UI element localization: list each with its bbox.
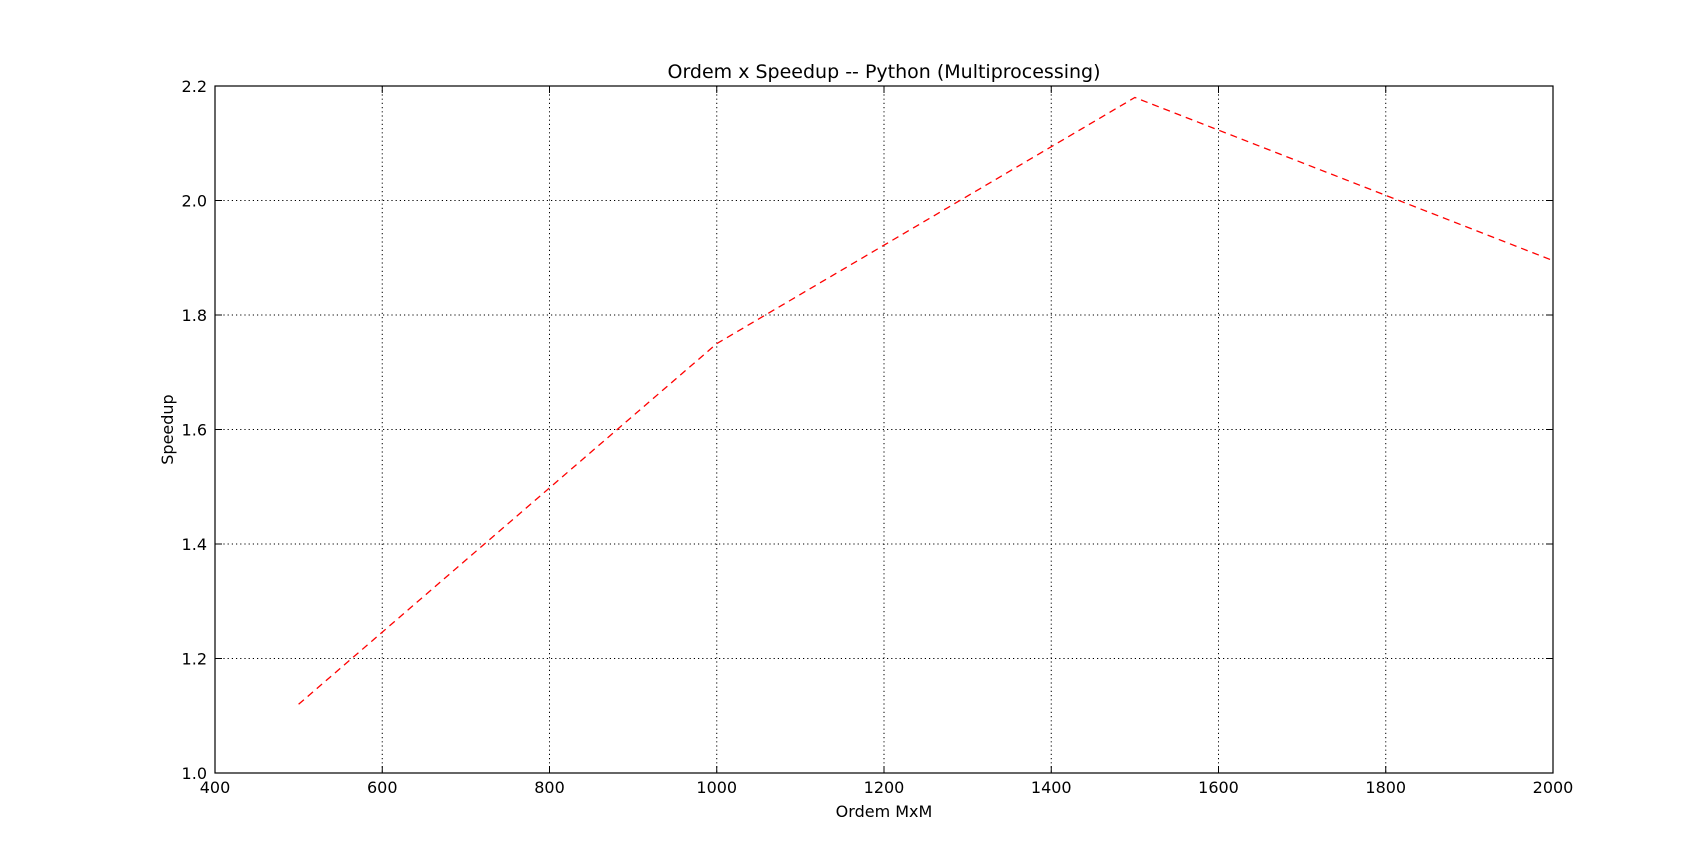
x-tick-label: 400 — [200, 778, 231, 797]
x-tick-label: 2000 — [1533, 778, 1574, 797]
x-tick-label: 1400 — [1031, 778, 1072, 797]
x-tick-label: 1200 — [864, 778, 905, 797]
x-tick-label: 1000 — [696, 778, 737, 797]
y-tick-label: 1.4 — [182, 535, 207, 554]
chart-title: Ordem x Speedup -- Python (Multiprocessi… — [667, 61, 1100, 83]
x-tick-label: 600 — [367, 778, 398, 797]
axis-ticks: 400 600 800 1000 1200 1400 1600 1800 2000 1.0 1.2 1… — [182, 77, 1574, 797]
y-tick-label: 1.8 — [182, 306, 207, 325]
y-tick-label: 2.0 — [182, 192, 207, 211]
x-tick-label: 1800 — [1365, 778, 1406, 797]
y-tick-label: 1.0 — [182, 764, 207, 783]
grid-lines — [215, 86, 1553, 773]
speedup-series-line — [298, 96, 1554, 705]
y-tick-label: 2.2 — [182, 77, 207, 96]
y-tick-label: 1.6 — [182, 421, 207, 440]
x-tick-label: 800 — [534, 778, 565, 797]
x-tick-label: 1600 — [1198, 778, 1239, 797]
data-series — [298, 96, 1554, 705]
x-axis-title: Ordem MxM — [836, 802, 933, 821]
y-axis-title: Speedup — [158, 394, 177, 464]
y-tick-label: 1.2 — [182, 650, 207, 669]
